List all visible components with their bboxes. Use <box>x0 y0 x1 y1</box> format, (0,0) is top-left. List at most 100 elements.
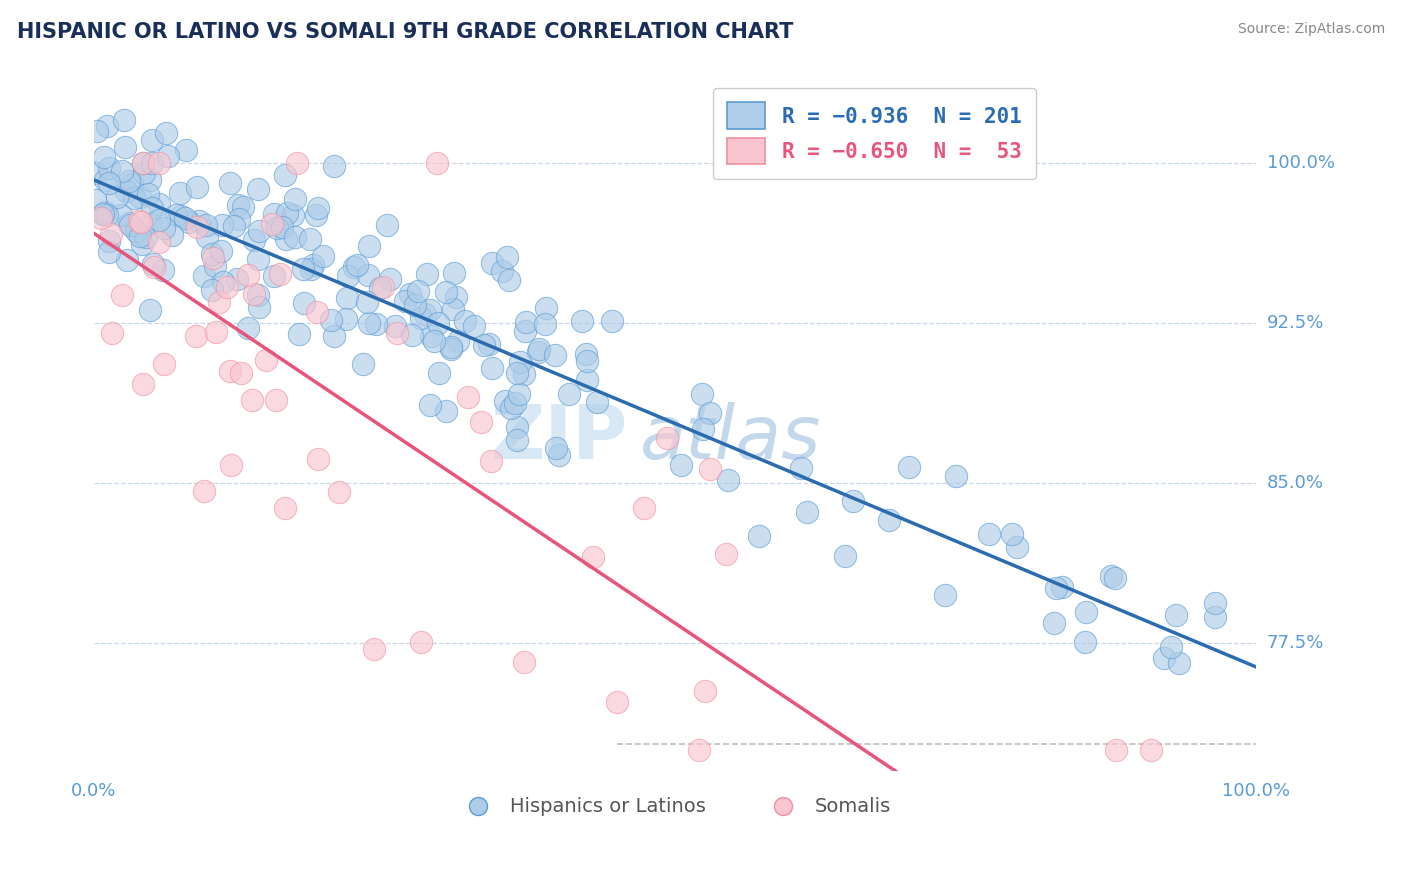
Point <box>209 244 232 258</box>
Point <box>97 244 120 259</box>
Point <box>247 224 270 238</box>
Point <box>472 338 495 352</box>
Point <box>842 494 865 508</box>
Point <box>1099 569 1122 583</box>
Point <box>398 287 420 301</box>
Point <box>153 357 176 371</box>
Point <box>481 256 503 270</box>
Point <box>423 334 446 348</box>
Point <box>193 484 215 499</box>
Point <box>105 190 128 204</box>
Point <box>526 345 548 359</box>
Point <box>404 298 426 312</box>
Point <box>132 155 155 169</box>
Point <box>513 324 536 338</box>
Point <box>112 113 135 128</box>
Point <box>934 589 956 603</box>
Point <box>246 181 269 195</box>
Point <box>1005 540 1028 554</box>
Point <box>558 386 581 401</box>
Point <box>1167 657 1189 671</box>
Point <box>312 249 335 263</box>
Point <box>307 202 329 216</box>
Point <box>796 505 818 519</box>
Point <box>260 217 283 231</box>
Point <box>1045 582 1067 596</box>
Point <box>122 191 145 205</box>
Point <box>247 300 270 314</box>
Point <box>118 217 141 231</box>
Point <box>571 314 593 328</box>
Point <box>457 390 479 404</box>
Point <box>1204 596 1226 610</box>
Point <box>93 206 115 220</box>
Point <box>1204 609 1226 624</box>
Point <box>110 288 132 302</box>
Point <box>135 229 157 244</box>
Point <box>115 184 138 198</box>
Point <box>384 318 406 333</box>
Point <box>160 228 183 243</box>
Point <box>440 340 463 354</box>
Point <box>121 177 143 191</box>
Point <box>508 387 530 401</box>
Point <box>128 213 150 227</box>
Point <box>205 325 228 339</box>
Point <box>688 743 710 757</box>
Point <box>494 394 516 409</box>
Point <box>356 295 378 310</box>
Point <box>153 220 176 235</box>
Point <box>499 401 522 416</box>
Point <box>897 460 920 475</box>
Point <box>274 169 297 183</box>
Point <box>284 192 307 206</box>
Point <box>575 347 598 361</box>
Point <box>307 305 329 319</box>
Point <box>101 326 124 341</box>
Point <box>336 269 359 284</box>
Point <box>194 218 217 232</box>
Text: 85.0%: 85.0% <box>1267 475 1324 492</box>
Point <box>505 420 527 434</box>
Point <box>111 164 134 178</box>
Point <box>86 123 108 137</box>
Point <box>505 433 527 447</box>
Point <box>110 208 132 222</box>
Point <box>93 172 115 186</box>
Point <box>96 119 118 133</box>
Point <box>148 156 170 170</box>
Point <box>269 267 291 281</box>
Point <box>1160 640 1182 654</box>
Point <box>215 279 238 293</box>
Point <box>169 186 191 201</box>
Point <box>246 287 269 301</box>
Point <box>142 257 165 271</box>
Point <box>699 461 721 475</box>
Point <box>419 398 441 412</box>
Point <box>575 372 598 386</box>
Point <box>427 316 450 330</box>
Point <box>513 655 536 669</box>
Point <box>498 273 520 287</box>
Point <box>657 431 679 445</box>
Point <box>281 209 304 223</box>
Point <box>693 683 716 698</box>
Point <box>633 501 655 516</box>
Point <box>131 215 153 229</box>
Point <box>385 326 408 340</box>
Point <box>335 312 357 326</box>
Point <box>368 281 391 295</box>
Point <box>174 211 197 225</box>
Point <box>91 207 114 221</box>
Point <box>434 404 457 418</box>
Point <box>292 261 315 276</box>
Point <box>232 201 254 215</box>
Point <box>363 642 385 657</box>
Point <box>152 262 174 277</box>
Point <box>699 406 721 420</box>
Point <box>690 386 713 401</box>
Point <box>420 329 443 343</box>
Point <box>478 336 501 351</box>
Point <box>270 220 292 235</box>
Point <box>208 295 231 310</box>
